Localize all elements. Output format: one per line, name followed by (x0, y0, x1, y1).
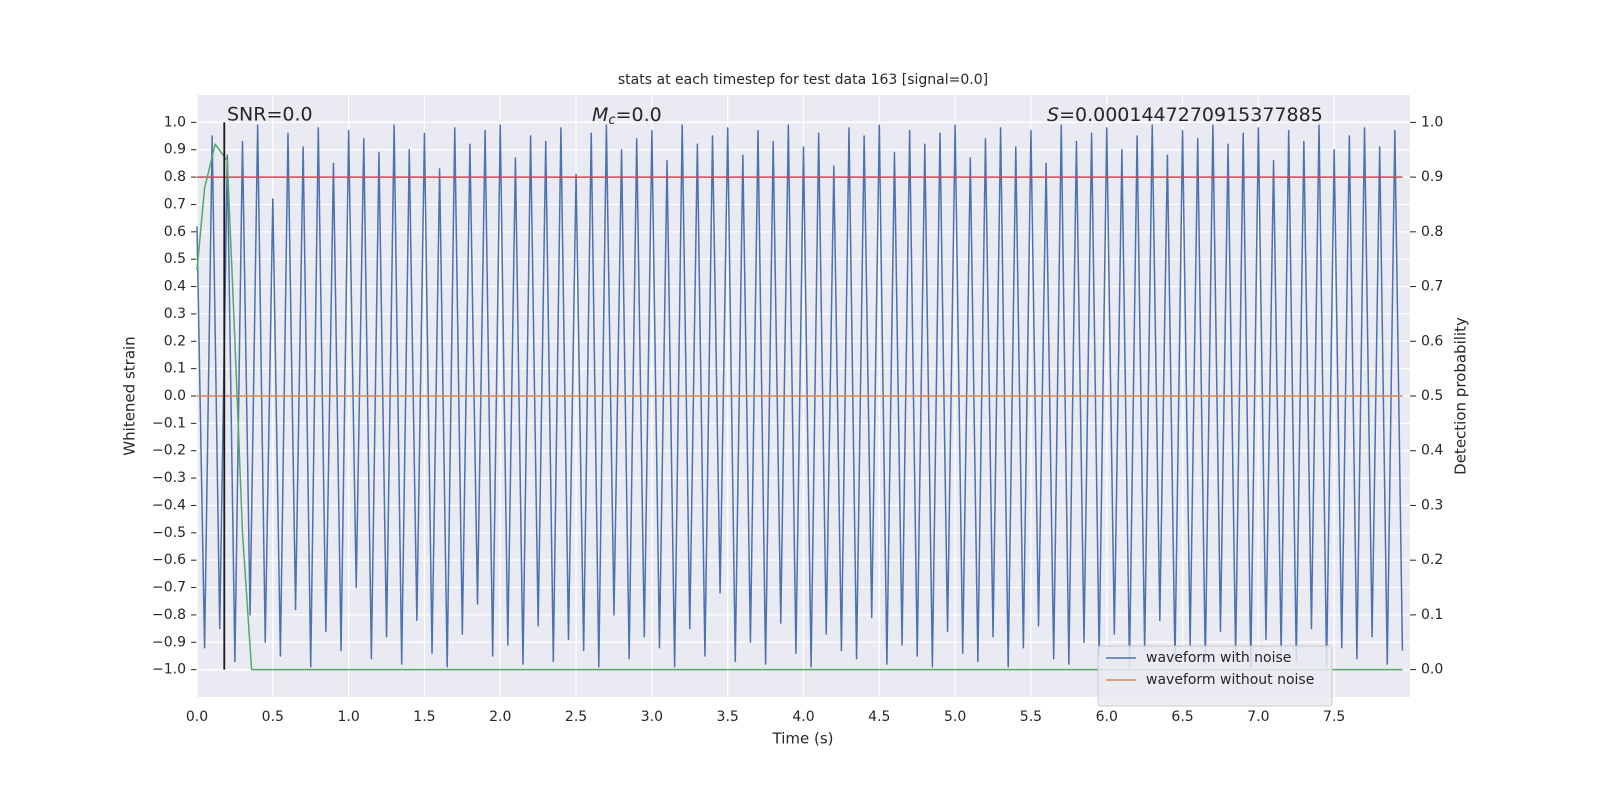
y-tick-label: 0.7 (164, 196, 186, 212)
y-tick-label: 0.6 (164, 224, 186, 240)
y-tick-label: −0.8 (152, 607, 186, 623)
x-tick-label: 2.5 (565, 709, 587, 725)
series-line (196, 143, 1403, 671)
annotation-text: =0.0 (616, 104, 662, 126)
y-tick-label: −0.9 (152, 634, 186, 650)
x-tick-label: 4.5 (868, 709, 890, 725)
x-tick-label: 6.5 (1171, 709, 1193, 725)
y2-tick-label: 0.0 (1421, 662, 1443, 678)
x-tick-label: 7.5 (1323, 709, 1345, 725)
y-tick-label: 0.4 (164, 279, 186, 295)
y-tick-label: −0.4 (152, 497, 186, 513)
y-tick-label: 0.1 (164, 361, 186, 377)
y-tick-label: 0.2 (164, 333, 186, 349)
x-tick-label: 2.0 (489, 709, 511, 725)
x-tick-label: 5.0 (944, 709, 966, 725)
y-tick-label: −0.3 (152, 470, 186, 486)
y2-tick-label: 0.7 (1421, 279, 1443, 295)
y2-tick-label: 0.2 (1421, 552, 1443, 568)
annotation: SNR=0.0 (227, 104, 313, 126)
legend-label: waveform without noise (1146, 672, 1314, 688)
annotation-text: =0.0001447270915377885 (1059, 104, 1323, 126)
y2-tick-label: 0.4 (1421, 443, 1443, 459)
y2-tick-label: 0.8 (1421, 224, 1443, 240)
y2-axis-label: Detection probability (1452, 317, 1470, 475)
x-tick-label: 1.5 (413, 709, 435, 725)
x-tick-label: 4.0 (792, 709, 814, 725)
y2-tick-label: 0.3 (1421, 497, 1443, 513)
annotation: S=0.0001447270915377885 (1047, 104, 1323, 126)
annotation-symbol: S (1047, 104, 1059, 126)
y-tick-label: −0.7 (152, 580, 186, 596)
x-tick-label: 3.5 (717, 709, 739, 725)
y2-tick-label: 0.9 (1421, 169, 1443, 185)
y-tick-label: 0.0 (164, 388, 186, 404)
x-tick-label: 5.5 (1020, 709, 1042, 725)
x-tick-label: 7.0 (1247, 709, 1269, 725)
annotation: Mc=0.0 (592, 104, 662, 128)
y-tick-label: −0.6 (152, 552, 186, 568)
x-tick-label: 6.0 (1096, 709, 1118, 725)
y-tick-label: 1.0 (164, 114, 186, 130)
y-tick-label: −0.1 (152, 415, 186, 431)
x-tick-label: 0.5 (262, 709, 284, 725)
y-tick-label: −0.5 (152, 525, 186, 541)
x-tick-label: 3.0 (641, 709, 663, 725)
series-line (196, 124, 1404, 668)
y-tick-label: 0.5 (164, 251, 186, 267)
annotation-symbol: M (592, 104, 608, 126)
x-axis-label: Time (s) (772, 730, 834, 748)
y2-tick-label: 1.0 (1421, 114, 1443, 130)
y-tick-label: 0.8 (164, 169, 186, 185)
y2-tick-label: 0.6 (1421, 333, 1443, 349)
y-tick-label: 0.3 (164, 306, 186, 322)
annotation-subscript: c (608, 113, 615, 128)
y2-tick-label: 0.5 (1421, 388, 1443, 404)
y-tick-label: −0.2 (152, 443, 186, 459)
y-axis-label: Whitened strain (121, 336, 139, 455)
x-tick-label: 1.0 (337, 709, 359, 725)
y-tick-label: −1.0 (152, 662, 186, 678)
x-tick-label: 0.0 (186, 709, 208, 725)
legend-box (1097, 645, 1333, 707)
chart-title: stats at each timestep for test data 163… (618, 72, 988, 88)
y2-tick-label: 0.1 (1421, 607, 1443, 623)
y-tick-label: 0.9 (164, 142, 186, 158)
legend-label: waveform with noise (1146, 650, 1291, 666)
